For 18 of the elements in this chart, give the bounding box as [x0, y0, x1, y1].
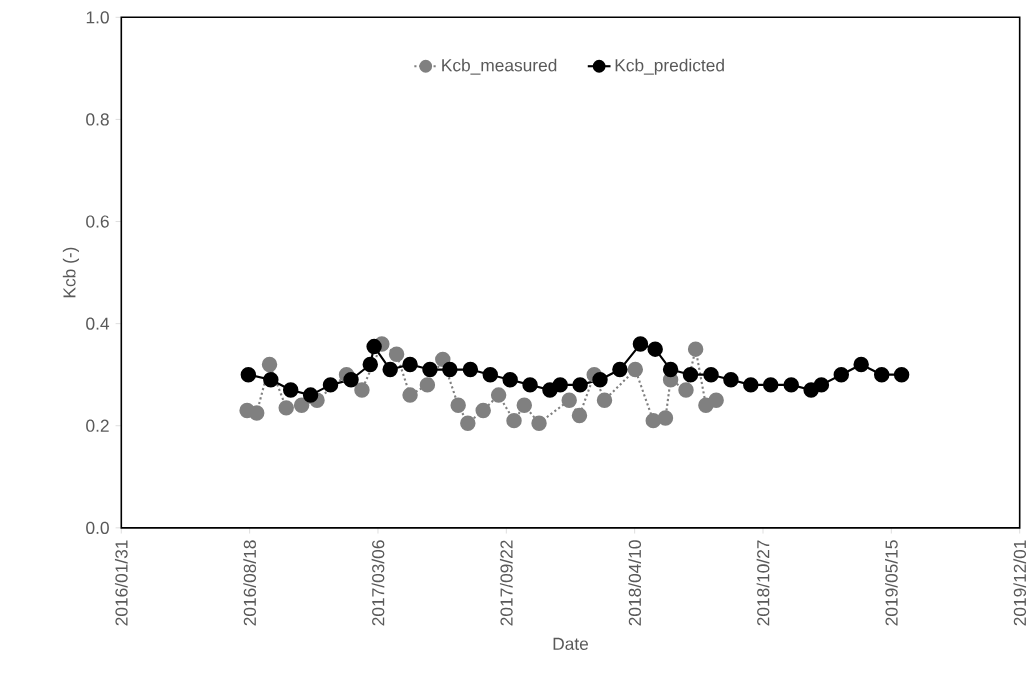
- y-tick-label: 0.4: [86, 317, 110, 330]
- y-tick-label: 1.0: [86, 11, 109, 24]
- y-axis-title: Kcb (-): [62, 247, 79, 298]
- x-tick-label: 2019/12/01: [1013, 540, 1027, 626]
- x-tick-label: 2017/09/22: [499, 540, 513, 626]
- x-tick-label: 2016/01/31: [114, 540, 128, 626]
- legend-label: Kcb_predicted: [615, 58, 724, 75]
- legend-label: Kcb_measured: [442, 58, 557, 75]
- x-tick-label: 2018/10/27: [756, 540, 770, 626]
- y-tick-label: 0.2: [86, 419, 109, 432]
- x-tick-label: 2018/04/10: [628, 540, 642, 626]
- x-tick-label: 2016/08/18: [243, 540, 256, 626]
- x-tick-label: 2017/03/06: [371, 540, 385, 626]
- y-tick-label: 0.6: [86, 215, 109, 228]
- y-tick-label: 0.8: [86, 113, 109, 126]
- y-tick-label: 0.0: [86, 521, 109, 534]
- x-tick-label: 2019/05/15: [884, 540, 898, 626]
- x-axis-title: Date: [553, 637, 589, 650]
